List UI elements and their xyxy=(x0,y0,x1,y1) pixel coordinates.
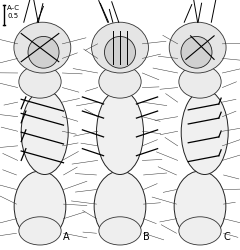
Ellipse shape xyxy=(28,36,59,68)
Text: 0.5: 0.5 xyxy=(7,13,18,19)
Ellipse shape xyxy=(169,22,226,73)
Ellipse shape xyxy=(99,65,141,98)
Ellipse shape xyxy=(104,36,136,68)
Text: C: C xyxy=(223,232,230,242)
Ellipse shape xyxy=(92,22,148,73)
Ellipse shape xyxy=(14,171,66,242)
Text: A: A xyxy=(63,232,70,242)
Ellipse shape xyxy=(96,90,144,174)
Ellipse shape xyxy=(19,65,61,98)
Ellipse shape xyxy=(181,90,228,174)
Ellipse shape xyxy=(19,217,61,245)
Ellipse shape xyxy=(14,22,71,73)
Ellipse shape xyxy=(174,171,226,242)
Text: B: B xyxy=(143,232,150,242)
Text: A–C: A–C xyxy=(7,5,20,11)
Ellipse shape xyxy=(21,90,68,174)
Ellipse shape xyxy=(94,171,146,242)
Ellipse shape xyxy=(179,217,221,245)
Ellipse shape xyxy=(99,217,141,245)
Ellipse shape xyxy=(181,36,212,68)
Ellipse shape xyxy=(179,65,221,98)
